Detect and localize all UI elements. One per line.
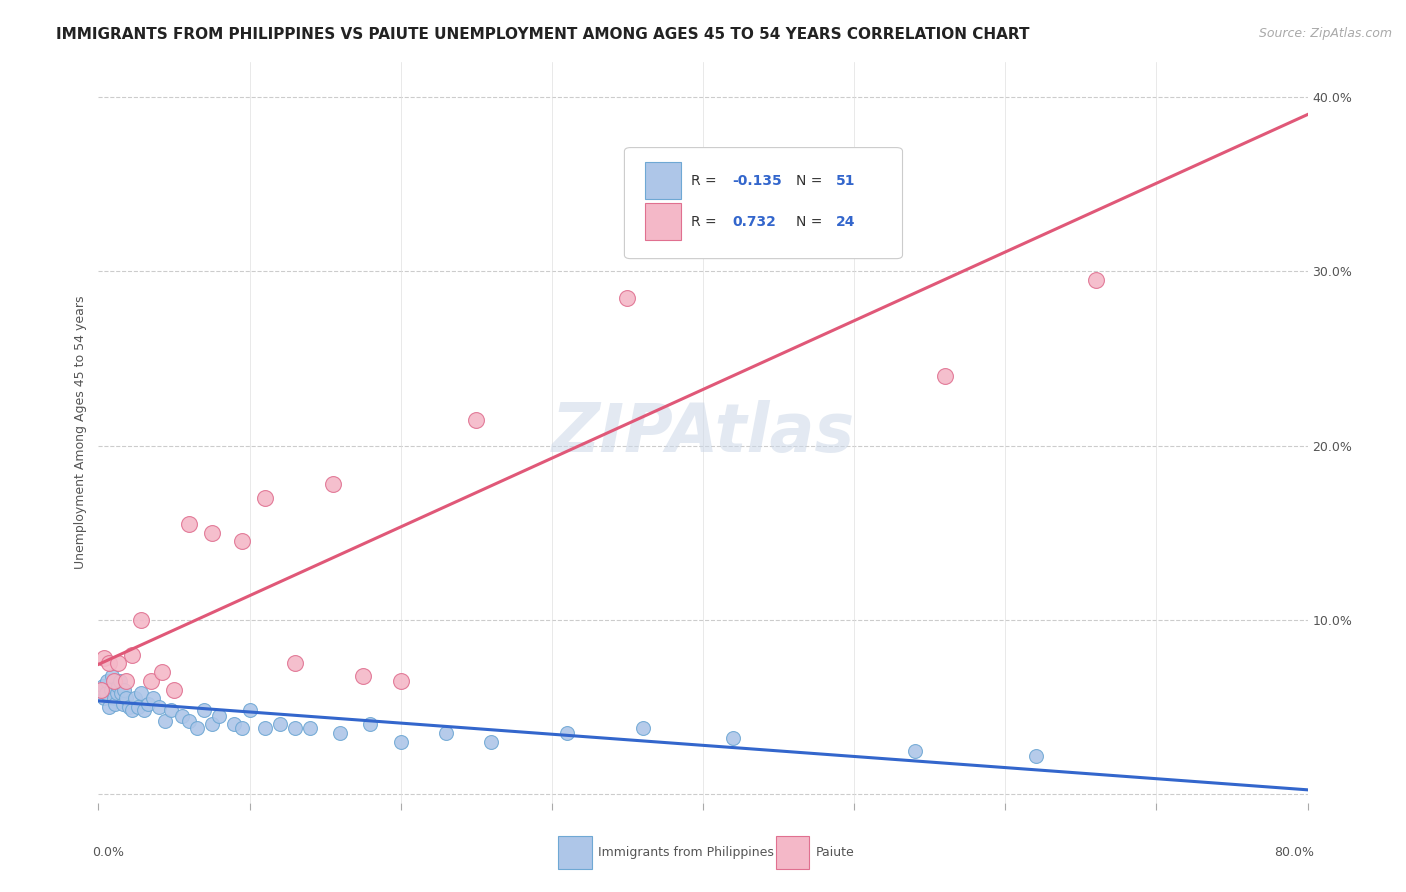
Point bbox=[132, 703, 155, 717]
Point bbox=[170, 708, 193, 723]
Point bbox=[136, 697, 159, 711]
Text: R =: R = bbox=[690, 174, 721, 188]
Point bbox=[201, 717, 224, 731]
Point bbox=[111, 697, 134, 711]
FancyBboxPatch shape bbox=[776, 836, 810, 870]
Point bbox=[129, 686, 152, 700]
Point bbox=[107, 657, 129, 671]
Point bbox=[98, 657, 121, 671]
Point bbox=[224, 717, 246, 731]
Point bbox=[389, 735, 412, 749]
Point bbox=[179, 714, 201, 728]
Point bbox=[124, 691, 146, 706]
Point bbox=[108, 673, 131, 688]
Point bbox=[127, 700, 149, 714]
Point bbox=[90, 682, 112, 697]
Point bbox=[160, 703, 183, 717]
Point bbox=[163, 682, 186, 697]
Point bbox=[481, 735, 503, 749]
Point bbox=[231, 534, 253, 549]
Point bbox=[253, 491, 276, 505]
Text: 24: 24 bbox=[837, 215, 855, 228]
Point bbox=[555, 726, 578, 740]
Point bbox=[112, 682, 135, 697]
Point bbox=[329, 726, 352, 740]
Point bbox=[360, 717, 382, 731]
Point bbox=[141, 673, 163, 688]
Point bbox=[114, 673, 136, 688]
Point bbox=[723, 731, 745, 746]
Point bbox=[631, 721, 654, 735]
Point bbox=[100, 682, 122, 697]
Point bbox=[98, 700, 121, 714]
Point bbox=[239, 703, 262, 717]
Point bbox=[129, 613, 152, 627]
Point bbox=[1024, 748, 1046, 763]
Text: Source: ZipAtlas.com: Source: ZipAtlas.com bbox=[1258, 27, 1392, 40]
Point bbox=[616, 291, 638, 305]
Point bbox=[465, 412, 488, 426]
Point bbox=[208, 708, 231, 723]
FancyBboxPatch shape bbox=[645, 203, 682, 240]
Point bbox=[121, 648, 143, 662]
Text: 0.732: 0.732 bbox=[733, 215, 776, 228]
Text: R =: R = bbox=[690, 215, 721, 228]
Y-axis label: Unemployment Among Ages 45 to 54 years: Unemployment Among Ages 45 to 54 years bbox=[75, 296, 87, 569]
Point bbox=[93, 691, 115, 706]
Text: Paiute: Paiute bbox=[815, 846, 855, 859]
Point bbox=[934, 369, 956, 384]
Point bbox=[389, 673, 412, 688]
Point bbox=[114, 691, 136, 706]
Point bbox=[153, 714, 176, 728]
Text: 80.0%: 80.0% bbox=[1274, 846, 1313, 859]
Point bbox=[186, 721, 208, 735]
Point bbox=[269, 717, 291, 731]
Point bbox=[299, 721, 322, 735]
Point bbox=[90, 682, 112, 697]
Point bbox=[105, 686, 128, 700]
Text: -0.135: -0.135 bbox=[733, 174, 782, 188]
Point bbox=[322, 477, 344, 491]
Text: N =: N = bbox=[796, 215, 827, 228]
Point bbox=[142, 691, 165, 706]
Text: 51: 51 bbox=[837, 174, 855, 188]
Point bbox=[904, 743, 927, 757]
Point bbox=[96, 673, 118, 688]
Point bbox=[94, 686, 117, 700]
Point bbox=[148, 700, 170, 714]
Text: 0.0%: 0.0% bbox=[93, 846, 124, 859]
Point bbox=[104, 697, 127, 711]
Point bbox=[434, 726, 457, 740]
Point bbox=[231, 721, 253, 735]
Point bbox=[93, 651, 115, 665]
Point bbox=[118, 700, 141, 714]
Point bbox=[107, 679, 129, 693]
Point bbox=[1085, 273, 1108, 287]
Point bbox=[110, 686, 132, 700]
Point bbox=[91, 679, 114, 693]
Point bbox=[253, 721, 276, 735]
Point bbox=[179, 517, 201, 532]
Text: IMMIGRANTS FROM PHILIPPINES VS PAIUTE UNEMPLOYMENT AMONG AGES 45 TO 54 YEARS COR: IMMIGRANTS FROM PHILIPPINES VS PAIUTE UN… bbox=[56, 27, 1029, 42]
Point bbox=[150, 665, 173, 680]
Text: ZIPAtlas: ZIPAtlas bbox=[551, 400, 855, 466]
Text: N =: N = bbox=[796, 174, 827, 188]
Point bbox=[284, 721, 307, 735]
Point bbox=[201, 525, 224, 540]
FancyBboxPatch shape bbox=[558, 836, 592, 870]
FancyBboxPatch shape bbox=[645, 162, 682, 200]
Point bbox=[352, 668, 374, 682]
FancyBboxPatch shape bbox=[624, 147, 903, 259]
Point bbox=[103, 673, 125, 688]
Point bbox=[284, 657, 307, 671]
Point bbox=[193, 703, 215, 717]
Point bbox=[101, 668, 124, 682]
Point bbox=[828, 178, 851, 192]
Point bbox=[103, 691, 125, 706]
Point bbox=[121, 703, 143, 717]
Text: Immigrants from Philippines: Immigrants from Philippines bbox=[598, 846, 773, 859]
